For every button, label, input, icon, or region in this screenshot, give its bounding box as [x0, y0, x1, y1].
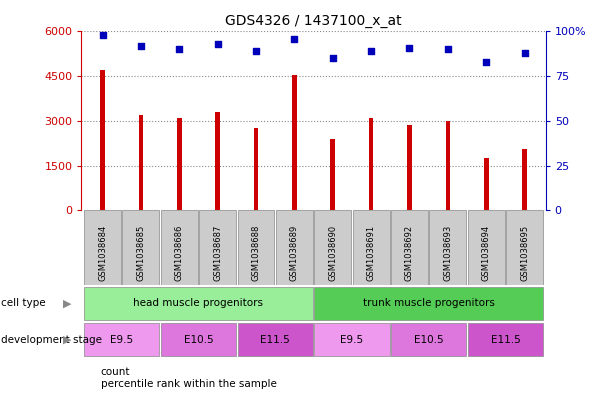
Bar — [468, 210, 505, 285]
Text: GSM1038691: GSM1038691 — [367, 225, 376, 281]
Text: percentile rank within the sample: percentile rank within the sample — [101, 379, 277, 389]
Text: head muscle progenitors: head muscle progenitors — [133, 298, 264, 308]
Bar — [429, 210, 466, 285]
Text: GSM1038690: GSM1038690 — [328, 225, 337, 281]
Bar — [330, 139, 335, 210]
Bar — [506, 210, 543, 285]
Point — [481, 59, 491, 65]
Bar — [122, 210, 159, 285]
Text: E10.5: E10.5 — [184, 335, 213, 345]
Bar — [199, 210, 236, 285]
Text: E9.5: E9.5 — [110, 335, 133, 345]
Bar — [84, 323, 159, 356]
Text: trunk muscle progenitors: trunk muscle progenitors — [363, 298, 494, 308]
Text: GSM1038684: GSM1038684 — [98, 225, 107, 281]
Bar — [84, 210, 121, 285]
Bar — [139, 115, 143, 210]
Bar — [314, 210, 351, 285]
Bar — [522, 149, 527, 210]
Text: GSM1038688: GSM1038688 — [251, 225, 260, 281]
Text: GSM1038689: GSM1038689 — [290, 225, 299, 281]
Text: E9.5: E9.5 — [340, 335, 364, 345]
Point — [366, 48, 376, 54]
Bar — [484, 158, 488, 210]
Point — [328, 55, 338, 61]
Bar — [215, 112, 220, 210]
Point — [443, 46, 453, 52]
Text: count: count — [101, 367, 130, 377]
Point — [289, 35, 299, 42]
Bar — [238, 323, 313, 356]
Text: GSM1038694: GSM1038694 — [482, 225, 491, 281]
Point — [251, 48, 261, 54]
Text: E10.5: E10.5 — [414, 335, 443, 345]
Point — [98, 32, 107, 38]
Title: GDS4326 / 1437100_x_at: GDS4326 / 1437100_x_at — [226, 14, 402, 28]
Point — [174, 46, 184, 52]
Point — [213, 41, 223, 47]
Bar — [468, 323, 543, 356]
Bar — [314, 323, 390, 356]
Point — [136, 42, 146, 49]
Bar — [100, 70, 105, 210]
Text: development stage: development stage — [1, 335, 102, 345]
Text: GSM1038693: GSM1038693 — [443, 225, 452, 281]
Bar — [84, 287, 313, 320]
Text: cell type: cell type — [1, 298, 46, 309]
Text: E11.5: E11.5 — [491, 335, 520, 345]
Bar — [161, 323, 236, 356]
Bar — [407, 125, 412, 210]
Bar — [391, 323, 466, 356]
Text: GSM1038695: GSM1038695 — [520, 225, 529, 281]
Bar — [161, 210, 198, 285]
Bar — [446, 121, 450, 210]
Bar — [391, 210, 428, 285]
Point — [405, 44, 414, 51]
Text: E11.5: E11.5 — [260, 335, 290, 345]
Bar — [276, 210, 313, 285]
Text: GSM1038692: GSM1038692 — [405, 225, 414, 281]
Bar — [292, 75, 297, 210]
Bar — [369, 118, 373, 210]
Bar — [314, 287, 543, 320]
Text: GSM1038686: GSM1038686 — [175, 225, 184, 281]
Text: GSM1038687: GSM1038687 — [213, 225, 222, 281]
Text: ▶: ▶ — [63, 335, 71, 345]
Text: GSM1038685: GSM1038685 — [136, 225, 145, 281]
Bar — [353, 210, 390, 285]
Bar — [177, 118, 182, 210]
Bar — [254, 128, 258, 210]
Bar — [238, 210, 274, 285]
Text: ▶: ▶ — [63, 298, 71, 309]
Point — [520, 50, 529, 56]
